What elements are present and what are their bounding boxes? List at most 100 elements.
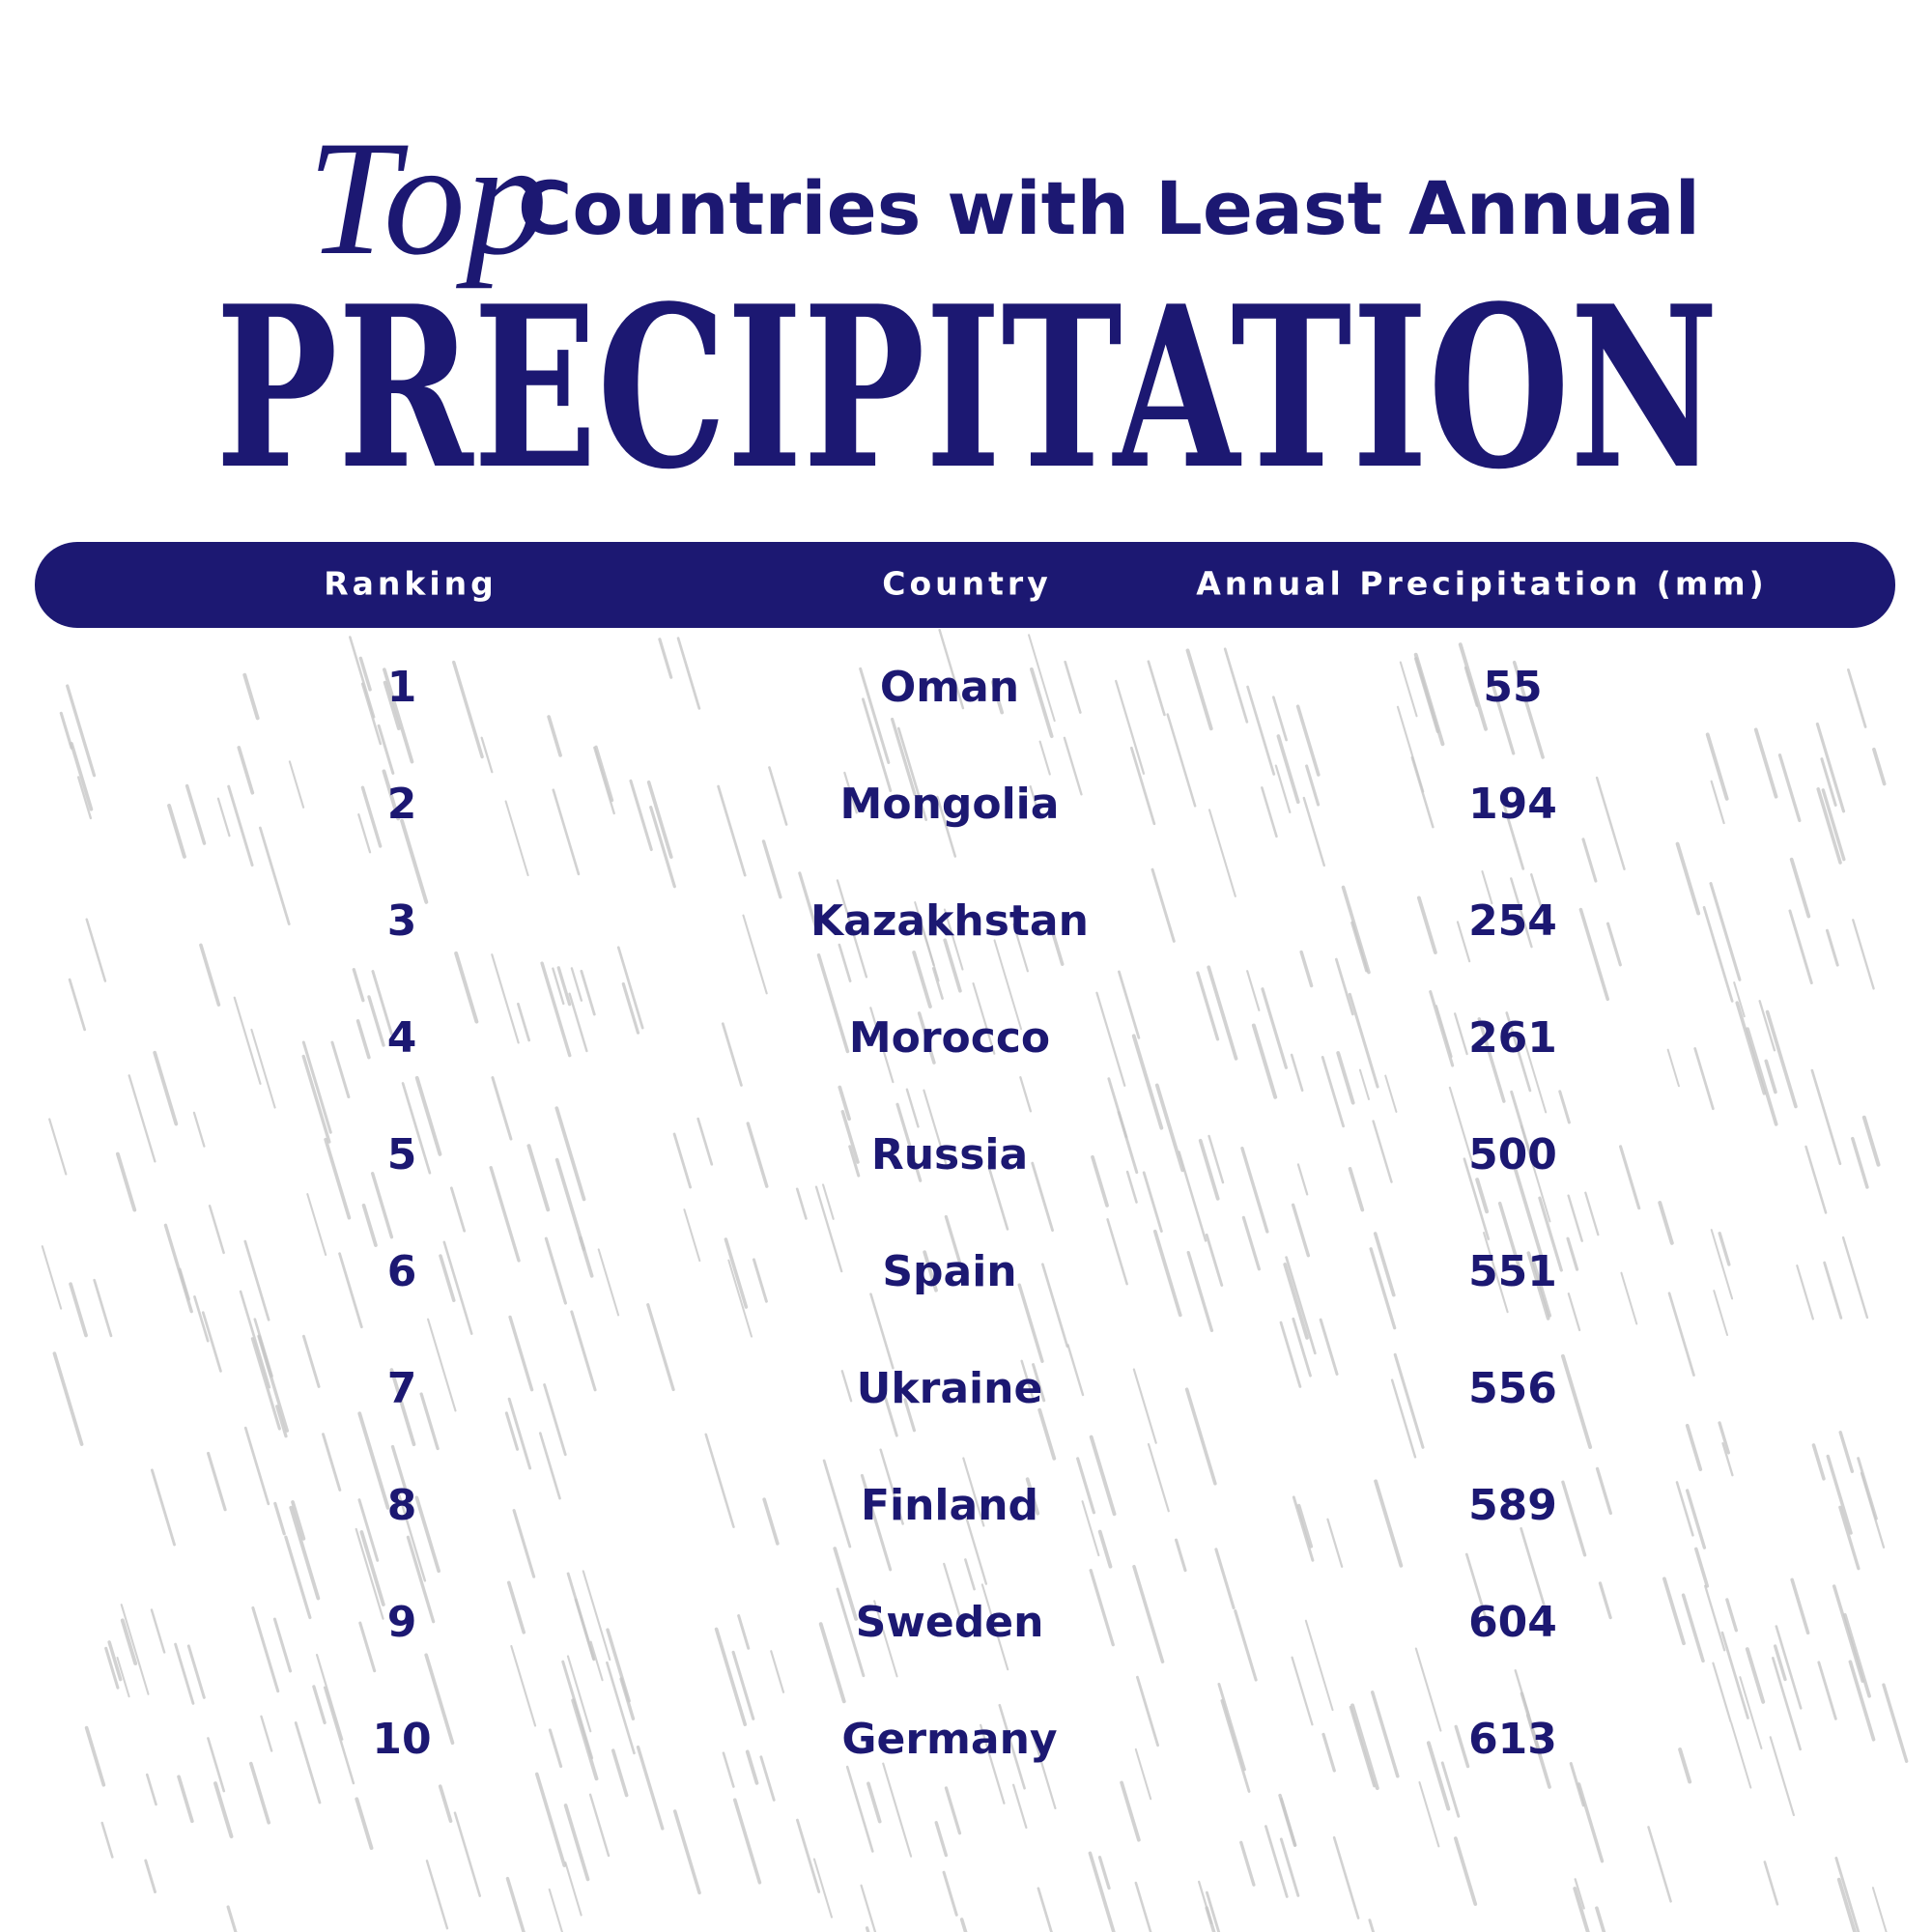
precipitation-cell: 589 bbox=[1468, 1481, 1557, 1530]
rain-streak bbox=[453, 1811, 482, 1897]
rain-streak bbox=[1733, 981, 1746, 1018]
rain-streak bbox=[737, 1614, 751, 1650]
rain-streak bbox=[414, 1075, 442, 1156]
rain-streak bbox=[1693, 1047, 1715, 1111]
rain-streak bbox=[1501, 800, 1525, 870]
rain-streak bbox=[943, 938, 962, 993]
rain-streak bbox=[543, 1383, 567, 1457]
rain-streak bbox=[619, 1677, 636, 1720]
rain-streak bbox=[1720, 1631, 1749, 1719]
rain-streak bbox=[1713, 1290, 1729, 1337]
rain-streak bbox=[427, 1318, 457, 1412]
header-country: Country bbox=[882, 565, 1051, 603]
rain-streak bbox=[1038, 740, 1051, 776]
rain-streak bbox=[1246, 685, 1276, 776]
rain-streak bbox=[1251, 1023, 1278, 1099]
rain-streak bbox=[965, 1517, 988, 1585]
rain-streak bbox=[1598, 1581, 1612, 1620]
rain-streak bbox=[382, 668, 414, 764]
rain-streak bbox=[406, 1535, 436, 1624]
rain-streak bbox=[1261, 786, 1278, 838]
rain-streak bbox=[833, 1547, 858, 1621]
rain-streak bbox=[1089, 1435, 1117, 1517]
rain-streak bbox=[1032, 1363, 1046, 1403]
rain-streak bbox=[1396, 705, 1425, 793]
rain-streak bbox=[66, 684, 97, 778]
rain-streak bbox=[358, 656, 372, 692]
rain-streak bbox=[1456, 921, 1471, 963]
rain-streak bbox=[243, 1239, 270, 1321]
rain-streak bbox=[611, 1748, 629, 1798]
rain-streak bbox=[768, 766, 788, 826]
rain-streak bbox=[227, 784, 254, 867]
rain-streak bbox=[1815, 722, 1846, 813]
rain-streak bbox=[1011, 1783, 1028, 1829]
rain-streak bbox=[1184, 1387, 1217, 1486]
rain-streak bbox=[1758, 1000, 1776, 1052]
rain-streak bbox=[770, 1650, 785, 1693]
rain-streak bbox=[1838, 1505, 1861, 1571]
rain-streak bbox=[100, 1821, 114, 1859]
rain-streak bbox=[383, 680, 401, 731]
precipitation-cell: 551 bbox=[1468, 1247, 1557, 1296]
rain-streak bbox=[1028, 634, 1056, 723]
rain-streak bbox=[1709, 882, 1742, 981]
rain-streak bbox=[1390, 1378, 1417, 1459]
rain-streak bbox=[504, 800, 529, 877]
rain-streak bbox=[552, 788, 581, 876]
rain-streak bbox=[1399, 661, 1418, 718]
country-cell: Sweden bbox=[856, 1598, 1044, 1647]
rain-streak bbox=[1745, 1647, 1766, 1704]
rain-streak bbox=[1857, 1457, 1878, 1520]
rain-streak bbox=[251, 1605, 280, 1693]
rank-cell: 5 bbox=[387, 1130, 417, 1179]
rain-streak bbox=[1129, 746, 1156, 826]
rain-streak bbox=[1134, 1747, 1152, 1801]
rain-streak bbox=[1120, 1780, 1141, 1842]
rain-streak bbox=[1132, 1368, 1157, 1444]
rain-streak bbox=[980, 1583, 1009, 1671]
rain-streak bbox=[1196, 971, 1220, 1041]
rain-streak bbox=[1481, 869, 1493, 905]
rank-cell: 3 bbox=[387, 896, 417, 946]
rain-streak bbox=[1302, 796, 1325, 867]
rain-streak bbox=[1765, 1009, 1798, 1109]
rain-streak bbox=[489, 1166, 521, 1263]
rain-streak bbox=[249, 1761, 270, 1825]
rain-streak bbox=[1091, 1154, 1109, 1208]
rain-streak bbox=[115, 1151, 137, 1212]
rain-streak bbox=[972, 981, 996, 1055]
rain-streak bbox=[1147, 1442, 1170, 1513]
rain-streak bbox=[1416, 895, 1437, 954]
rain-streak bbox=[859, 667, 891, 765]
rain-streak bbox=[1841, 1236, 1869, 1320]
rain-streak bbox=[903, 1398, 917, 1433]
rain-streak bbox=[367, 995, 385, 1047]
rain-streak bbox=[912, 951, 932, 1009]
rain-streak bbox=[1279, 1321, 1302, 1388]
rain-streak bbox=[1440, 1761, 1461, 1818]
rain-streak bbox=[795, 1187, 808, 1220]
rain-streak bbox=[273, 1501, 286, 1536]
rain-streak bbox=[869, 1007, 895, 1084]
rain-streak bbox=[359, 1530, 385, 1606]
country-cell: Russia bbox=[871, 1130, 1028, 1179]
rain-streak bbox=[174, 1642, 195, 1705]
rain-streak bbox=[213, 1781, 234, 1839]
rain-streak bbox=[1595, 1906, 1606, 1932]
rain-streak bbox=[401, 1082, 432, 1175]
rain-streak bbox=[1064, 660, 1082, 714]
rain-streak bbox=[1131, 1034, 1164, 1130]
country-cell: Kazakhstan bbox=[810, 896, 1089, 946]
rain-streak bbox=[250, 1337, 281, 1431]
table-body: 1 Oman 55 2 Mongolia 194 3 Kazakhstan 254 4 Morocc… bbox=[372, 663, 1557, 1764]
rain-streak bbox=[1031, 1161, 1055, 1233]
rain-streak bbox=[1240, 1146, 1269, 1234]
rain-streak bbox=[349, 636, 376, 719]
rain-streak bbox=[646, 780, 673, 859]
rain-streak bbox=[540, 961, 572, 1058]
rain-streak bbox=[1821, 788, 1846, 862]
rain-streak bbox=[185, 783, 207, 845]
rank-cell: 8 bbox=[387, 1481, 417, 1530]
